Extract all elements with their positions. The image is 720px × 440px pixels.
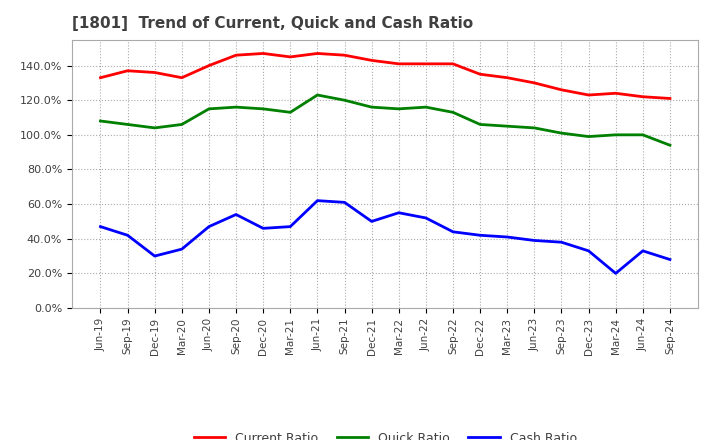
Current Ratio	[611, 91, 620, 96]
Cash Ratio	[204, 224, 213, 229]
Line: Quick Ratio: Quick Ratio	[101, 95, 670, 145]
Quick Ratio	[341, 98, 349, 103]
Quick Ratio	[449, 110, 457, 115]
Quick Ratio	[395, 106, 403, 111]
Text: [1801]  Trend of Current, Quick and Cash Ratio: [1801] Trend of Current, Quick and Cash …	[72, 16, 473, 32]
Current Ratio	[530, 80, 539, 85]
Current Ratio	[557, 87, 566, 92]
Current Ratio	[178, 75, 186, 81]
Cash Ratio	[286, 224, 294, 229]
Current Ratio	[123, 68, 132, 73]
Cash Ratio	[96, 224, 105, 229]
Current Ratio	[395, 61, 403, 66]
Quick Ratio	[232, 104, 240, 110]
Quick Ratio	[476, 122, 485, 127]
Current Ratio	[150, 70, 159, 75]
Cash Ratio	[530, 238, 539, 243]
Cash Ratio	[178, 246, 186, 252]
Line: Current Ratio: Current Ratio	[101, 53, 670, 99]
Quick Ratio	[503, 124, 511, 129]
Current Ratio	[96, 75, 105, 81]
Current Ratio	[286, 54, 294, 59]
Cash Ratio	[150, 253, 159, 259]
Quick Ratio	[259, 106, 268, 111]
Current Ratio	[341, 52, 349, 58]
Current Ratio	[584, 92, 593, 98]
Quick Ratio	[96, 118, 105, 124]
Current Ratio	[503, 75, 511, 81]
Cash Ratio	[259, 226, 268, 231]
Current Ratio	[449, 61, 457, 66]
Quick Ratio	[313, 92, 322, 98]
Quick Ratio	[530, 125, 539, 131]
Cash Ratio	[557, 239, 566, 245]
Quick Ratio	[665, 143, 674, 148]
Current Ratio	[665, 96, 674, 101]
Quick Ratio	[611, 132, 620, 137]
Cash Ratio	[395, 210, 403, 216]
Quick Ratio	[367, 104, 376, 110]
Cash Ratio	[421, 215, 430, 220]
Cash Ratio	[341, 200, 349, 205]
Cash Ratio	[503, 235, 511, 240]
Current Ratio	[421, 61, 430, 66]
Quick Ratio	[178, 122, 186, 127]
Quick Ratio	[557, 131, 566, 136]
Current Ratio	[476, 72, 485, 77]
Quick Ratio	[584, 134, 593, 139]
Cash Ratio	[476, 233, 485, 238]
Cash Ratio	[584, 248, 593, 253]
Current Ratio	[367, 58, 376, 63]
Quick Ratio	[286, 110, 294, 115]
Quick Ratio	[639, 132, 647, 137]
Cash Ratio	[611, 271, 620, 276]
Quick Ratio	[123, 122, 132, 127]
Cash Ratio	[123, 233, 132, 238]
Cash Ratio	[665, 257, 674, 262]
Cash Ratio	[449, 229, 457, 235]
Current Ratio	[639, 94, 647, 99]
Cash Ratio	[639, 248, 647, 253]
Current Ratio	[259, 51, 268, 56]
Legend: Current Ratio, Quick Ratio, Cash Ratio: Current Ratio, Quick Ratio, Cash Ratio	[189, 427, 582, 440]
Cash Ratio	[367, 219, 376, 224]
Current Ratio	[204, 63, 213, 68]
Line: Cash Ratio: Cash Ratio	[101, 201, 670, 273]
Quick Ratio	[204, 106, 213, 111]
Quick Ratio	[421, 104, 430, 110]
Current Ratio	[313, 51, 322, 56]
Quick Ratio	[150, 125, 159, 131]
Cash Ratio	[313, 198, 322, 203]
Cash Ratio	[232, 212, 240, 217]
Current Ratio	[232, 52, 240, 58]
